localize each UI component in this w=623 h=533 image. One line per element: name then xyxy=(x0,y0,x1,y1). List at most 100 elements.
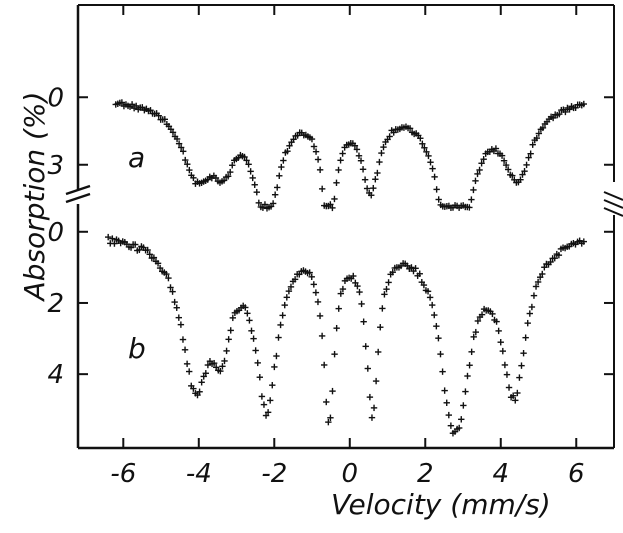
data-point xyxy=(251,181,258,188)
data-point xyxy=(269,381,276,389)
data-point xyxy=(360,318,367,325)
data-point xyxy=(379,305,386,312)
data-point xyxy=(372,377,380,385)
data-point xyxy=(499,347,507,355)
data-point xyxy=(327,414,334,421)
data-point xyxy=(547,258,554,266)
data-point xyxy=(329,387,336,395)
data-point xyxy=(308,273,315,281)
data-point xyxy=(274,184,281,191)
data-point xyxy=(362,343,369,350)
data-point xyxy=(312,289,320,296)
data-point xyxy=(523,161,530,169)
x-tick-labels: -6 -4 -2 0 2 4 6 xyxy=(110,459,584,489)
data-point xyxy=(472,328,480,336)
data-point xyxy=(256,374,264,381)
data-point xyxy=(352,279,359,287)
data-point xyxy=(167,284,174,291)
data-point xyxy=(339,150,346,157)
data-point xyxy=(241,153,248,161)
data-point xyxy=(286,142,293,149)
data-point xyxy=(175,140,183,147)
data-point xyxy=(196,388,203,395)
data-point xyxy=(539,124,547,132)
data-point xyxy=(173,304,180,311)
data-point xyxy=(466,204,473,211)
x-tick-label: -2 xyxy=(261,459,287,489)
data-point xyxy=(520,349,527,357)
data-point xyxy=(501,361,509,369)
data-point xyxy=(433,186,440,193)
data-point xyxy=(329,204,336,212)
data-point xyxy=(521,167,528,175)
y-tick-label: 2 xyxy=(47,289,64,319)
data-point xyxy=(376,158,383,166)
data-point xyxy=(386,133,393,140)
data-point xyxy=(227,168,234,176)
data-point xyxy=(314,298,322,306)
x-tick-label: 0 xyxy=(342,459,359,489)
data-point xyxy=(423,148,430,156)
data-point xyxy=(406,125,414,132)
data-point xyxy=(374,169,381,177)
data-point xyxy=(359,166,367,173)
data-point xyxy=(439,368,446,375)
data-point xyxy=(128,101,136,108)
data-point xyxy=(445,411,453,419)
trace-a-points xyxy=(112,99,588,212)
data-point xyxy=(530,292,538,299)
data-point xyxy=(273,352,280,360)
data-point xyxy=(183,360,191,368)
left-axis-break-mark xyxy=(65,192,91,204)
data-point xyxy=(525,154,532,161)
data-point xyxy=(177,144,185,151)
data-point xyxy=(333,324,340,332)
data-point xyxy=(258,393,266,400)
data-point xyxy=(335,166,342,174)
data-point xyxy=(225,336,232,343)
data-point xyxy=(253,188,260,196)
data-point xyxy=(331,350,338,358)
data-point xyxy=(269,200,277,207)
data-point xyxy=(580,100,588,108)
data-point xyxy=(337,290,345,297)
data-point xyxy=(250,335,257,342)
data-point xyxy=(455,424,463,432)
data-point xyxy=(247,168,254,175)
data-point xyxy=(308,135,316,143)
data-point xyxy=(185,368,193,375)
data-point xyxy=(555,251,563,259)
data-point xyxy=(529,141,536,148)
data-point xyxy=(132,102,140,110)
right-axis-break-mark xyxy=(603,199,623,209)
data-point xyxy=(136,246,143,254)
data-point xyxy=(433,322,440,330)
data-point xyxy=(194,391,201,399)
data-point xyxy=(417,135,424,142)
x-tick-label: 4 xyxy=(492,459,509,489)
data-point xyxy=(370,184,377,192)
data-point xyxy=(271,363,278,371)
data-point xyxy=(314,156,322,163)
data-point xyxy=(161,116,169,123)
data-point xyxy=(526,310,534,317)
data-point xyxy=(516,374,523,381)
data-point xyxy=(419,140,426,147)
data-point xyxy=(351,142,359,149)
data-point xyxy=(460,402,467,409)
data-point xyxy=(541,264,548,271)
data-point xyxy=(466,362,473,369)
data-point xyxy=(489,310,496,318)
data-point xyxy=(248,327,255,335)
data-point xyxy=(285,287,293,295)
data-point xyxy=(464,372,471,380)
data-point xyxy=(363,185,371,192)
left-axis-break-mark xyxy=(65,184,91,196)
y-tick-label: 3 xyxy=(47,151,64,181)
data-point xyxy=(179,336,187,343)
data-point xyxy=(249,174,256,182)
x-tick-label: -4 xyxy=(186,459,212,489)
data-point xyxy=(287,283,295,291)
right-axis-break-mark xyxy=(603,191,623,201)
